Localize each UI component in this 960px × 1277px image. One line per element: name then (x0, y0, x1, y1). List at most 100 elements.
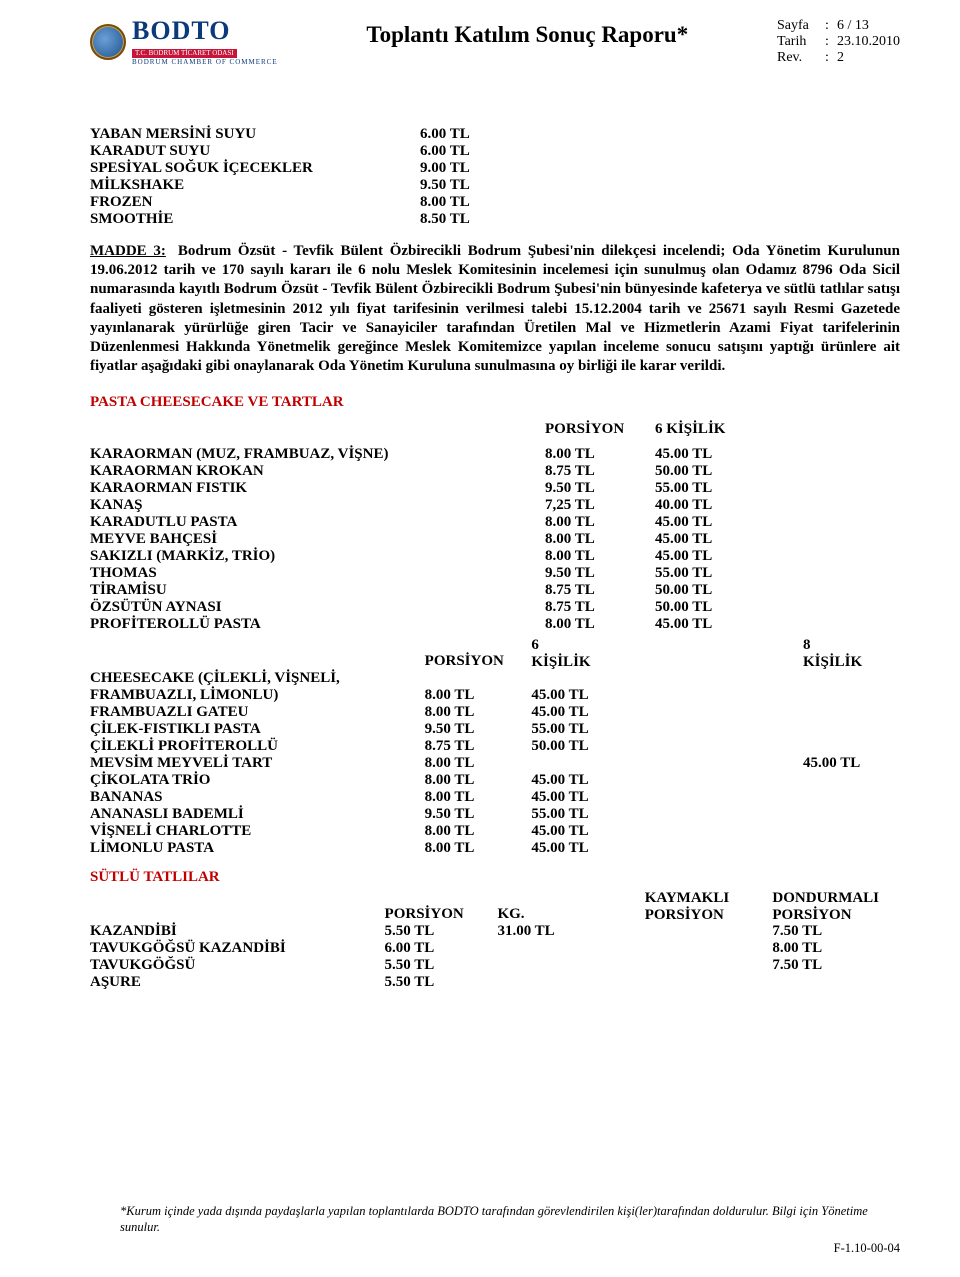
porsiyon-price: 8.75 TL (545, 582, 655, 599)
table-row: ANANASLI BADEMLİ9.50 TL55.00 TL (90, 806, 900, 823)
meta-date-value: 23.10.2010 (837, 34, 900, 50)
item-name: KARAORMAN (MUZ, FRAMBUAZ, VİŞNE) (90, 446, 545, 463)
section-c-title: SÜTLÜ TATLILAR (90, 869, 900, 886)
item-name: KARAORMAN KROKAN (90, 463, 545, 480)
page-header: BODTO T.C. BODRUM TİCARET ODASI BODRUM C… (90, 18, 900, 66)
porsiyon-price: 9.50 TL (425, 721, 532, 738)
item-name: KARADUTLU PASTA (90, 514, 545, 531)
kisilik-price: 50.00 TL (655, 582, 765, 599)
table-row: ÇİLEKLİ PROFİTEROLLÜ8.75 TL50.00 TL (90, 738, 900, 755)
porsiyon-price: 8.00 TL (545, 616, 655, 633)
kisilik-price: 45.00 TL (655, 531, 765, 548)
porsiyon-price: 8.00 TL (425, 704, 532, 721)
kisilik6-price: 45.00 TL (531, 840, 803, 857)
list-item: YABAN MERSİNİ SUYU6.00 TL (90, 126, 900, 143)
porsiyon-price: 9.50 TL (425, 806, 532, 823)
table-row: FRAMBUAZLI GATEU8.00 TL45.00 TL (90, 704, 900, 721)
item-price: 6.00 TL (420, 143, 520, 160)
table-row: ÇİLEK-FISTIKLI PASTA9.50 TL55.00 TL (90, 721, 900, 738)
drinks-list: YABAN MERSİNİ SUYU6.00 TLKARADUT SUYU6.0… (90, 126, 900, 228)
kisilik-price: 55.00 TL (655, 480, 765, 497)
list-item: KARADUT SUYU6.00 TL (90, 143, 900, 160)
item-price: 9.00 TL (420, 160, 520, 177)
item-name: TAVUKGÖĞSÜ (90, 957, 385, 974)
section-c-head-kg: KG. (497, 906, 644, 923)
footer-code: F-1.10-00-04 (120, 1241, 900, 1257)
item-name: ÖZSÜTÜN AYNASI (90, 599, 545, 616)
porsiyon-price: 8.00 TL (425, 823, 532, 840)
madde-paragraph: MADDE 3:Bodrum Özsüt - Tevfik Bülent Özb… (90, 242, 900, 376)
porsiyon-price: 5.50 TL (385, 957, 498, 974)
item-name: KAZANDİBİ (90, 923, 385, 940)
item-name: KANAŞ (90, 497, 545, 514)
section-a-table: PORSİYON 6 KİŞİLİK KARAORMAN (MUZ, FRAMB… (90, 421, 900, 633)
item-name: AŞURE (90, 974, 385, 991)
item-name: ANANASLI BADEMLİ (90, 806, 425, 823)
item-price: 6.00 TL (420, 126, 520, 143)
kisilik-price: 45.00 TL (655, 514, 765, 531)
kg-price: 31.00 TL (497, 923, 644, 940)
porsiyon-price: 7,25 TL (545, 497, 655, 514)
section-c-head-kay-a: KAYMAKLI (645, 890, 773, 907)
kisilik-price: 45.00 TL (655, 616, 765, 633)
kisilik6-price: 55.00 TL (531, 806, 803, 823)
table-row: KAZANDİBİ5.50 TL31.00 TL7.50 TL (90, 923, 900, 940)
porsiyon-price: 8.00 TL (425, 772, 532, 789)
list-item: SPESİYAL SOĞUK İÇECEKLER9.00 TL (90, 160, 900, 177)
kisilik-price: 50.00 TL (655, 599, 765, 616)
table-row: BANANAS8.00 TL45.00 TL (90, 789, 900, 806)
page-title: Toplantı Katılım Sonuç Raporu* (278, 22, 777, 48)
item-name: KARADUT SUYU (90, 143, 420, 160)
madde-body: Bodrum Özsüt - Tevfik Bülent Özbirecikli… (90, 243, 900, 374)
table-row: CHEESECAKE (ÇİLEKLİ, VİŞNELİ, (90, 670, 900, 687)
table-row: ÖZSÜTÜN AYNASI8.75 TL50.00 TL (90, 599, 900, 616)
porsiyon-price: 8.00 TL (545, 531, 655, 548)
kisilik-price: 50.00 TL (655, 463, 765, 480)
kisilik6-price: 45.00 TL (531, 823, 803, 840)
porsiyon-price: 9.50 TL (545, 565, 655, 582)
porsiyon-price: 8.00 TL (545, 548, 655, 565)
porsiyon-price: 5.50 TL (385, 974, 498, 991)
kisilik-price: 40.00 TL (655, 497, 765, 514)
item-name: SAKIZLI (MARKİZ, TRİO) (90, 548, 545, 565)
section-c-head-don-b: PORSİYON (772, 907, 900, 924)
dondurmali-price: 7.50 TL (772, 957, 900, 974)
porsiyon-price: 8.00 TL (545, 446, 655, 463)
item-name: VİŞNELİ CHARLOTTE (90, 823, 425, 840)
logo: BODTO T.C. BODRUM TİCARET ODASI BODRUM C… (90, 18, 278, 66)
porsiyon-price: 8.75 TL (545, 463, 655, 480)
table-row: THOMAS9.50 TL55.00 TL (90, 565, 900, 582)
table-row: KARAORMAN (MUZ, FRAMBUAZ, VİŞNE)8.00 TL4… (90, 446, 900, 463)
item-name: TAVUKGÖĞSÜ KAZANDİBİ (90, 940, 385, 957)
logo-strip: T.C. BODRUM TİCARET ODASI (132, 49, 237, 58)
section-b-head-porsiyon: PORSİYON (425, 653, 532, 670)
table-row: AŞURE5.50 TL (90, 974, 900, 991)
table-row: KARADUTLU PASTA8.00 TL45.00 TL (90, 514, 900, 531)
item-name: FROZEN (90, 194, 420, 211)
item-name: CHEESECAKE (ÇİLEKLİ, VİŞNELİ, (90, 670, 435, 687)
section-a-head-6kisilik: 6 KİŞİLİK (655, 421, 765, 438)
list-item: SMOOTHİE8.50 TL (90, 211, 900, 228)
section-c-head-porsiyon: PORSİYON (385, 906, 498, 923)
item-name: ÇİLEK-FISTIKLI PASTA (90, 721, 425, 738)
porsiyon-price: 8.00 TL (425, 687, 532, 704)
section-c-table: PORSİYON KG. KAYMAKLI PORSİYON DONDURMAL… (90, 890, 900, 991)
kisilik6-price: 45.00 TL (531, 789, 803, 806)
item-name: MEYVE BAHÇESİ (90, 531, 545, 548)
logo-name: BODTO (132, 18, 278, 44)
kisilik6-price: 50.00 TL (531, 738, 803, 755)
section-a-head-porsiyon: PORSİYON (545, 421, 655, 438)
list-item: MİLKSHAKE9.50 TL (90, 177, 900, 194)
item-name: MEVSİM MEYVELİ TART (90, 755, 425, 772)
section-c-head-kay-b: PORSİYON (645, 907, 773, 924)
dondurmali-price: 8.00 TL (772, 940, 900, 957)
madde-lead: MADDE 3: (90, 243, 166, 259)
item-price: 9.50 TL (420, 177, 520, 194)
item-name: ÇİKOLATA TRİO (90, 772, 425, 789)
section-b-head-6a: 6 (531, 637, 803, 654)
kisilik6-price: 55.00 TL (531, 721, 803, 738)
item-name: KARAORMAN FISTIK (90, 480, 545, 497)
table-row: VİŞNELİ CHARLOTTE8.00 TL45.00 TL (90, 823, 900, 840)
porsiyon-price: 6.00 TL (385, 940, 498, 957)
logo-sub: BODRUM CHAMBER OF COMMERCE (132, 59, 278, 66)
